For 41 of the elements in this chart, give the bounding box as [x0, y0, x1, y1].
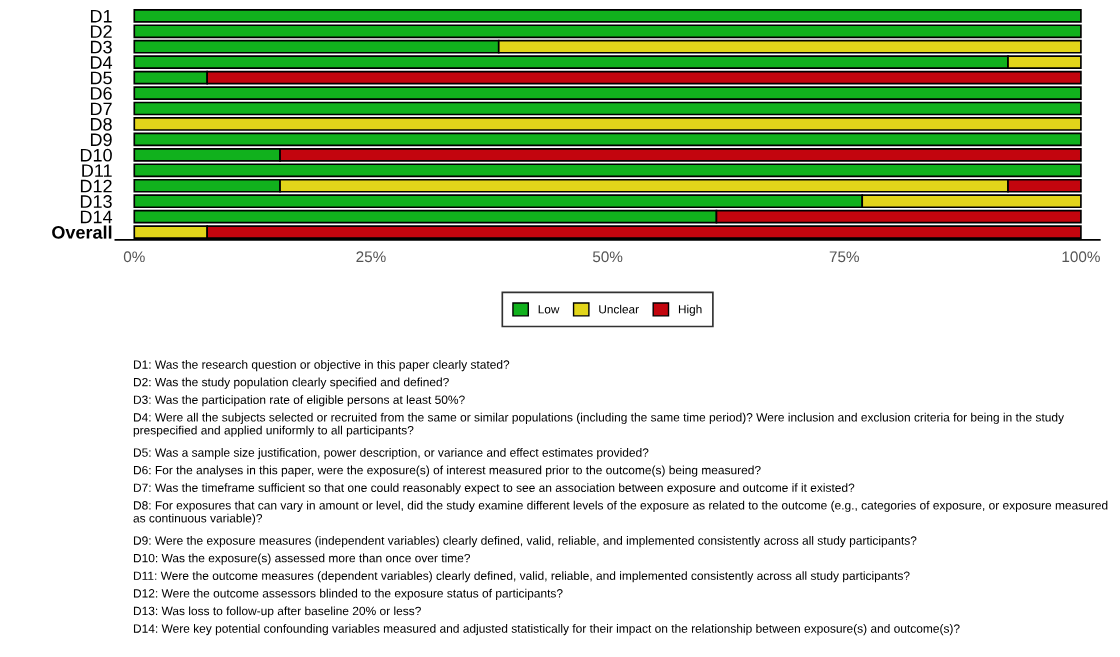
bar [133, 132, 1082, 147]
bar [133, 117, 1082, 131]
text: D2: Was the study population clearly specified and defined? [133, 377, 449, 389]
y-tick-label: D5 [90, 71, 112, 85]
text: D14: Were key potential confounding variables measured and adjusted statistically for their impact on the relationship between exposure(s) and outcome(s)? [133, 624, 960, 636]
text: D4: Were all the subjects selected or recruited from the same or similar populations (including the same time period)? Were inclusion and exclusion criteria for being in the study prespecified and applied uniformly to all participants? [133, 412, 1064, 437]
legend-label: High [678, 304, 702, 316]
y-tick-label: D10 [80, 148, 112, 162]
y-tick-label: D4 [90, 56, 113, 69]
x-tick-label: 0% [123, 251, 145, 263]
x-tick-label: 75% [829, 251, 859, 263]
y-tick-label: D14 [80, 210, 113, 224]
y-tick-label: Overall [52, 225, 112, 239]
y-tick-label: D11 [82, 164, 112, 177]
x-tick-label: 100% [1062, 251, 1100, 263]
text: D9: Were the exposure measures (independent variables) clearly defined, valid, reliable, and implemented consistently across all study participants? [133, 536, 917, 548]
text: D8: For exposures that can vary in amount or level, did the study examine different levels of the exposure as related to the outcome (e.g., categories of exposure, or exposure measured as continuous variable)? [133, 500, 1108, 525]
y-tick-label: D8 [90, 117, 112, 131]
text: D13: Was loss to follow-up after baseline 20% or less? [133, 606, 421, 618]
y-tick-label: D12 [80, 179, 112, 193]
text: D7: Was the timeframe sufficient so that one could reasonably expect to see an association between exposure and outcome if it existed? [133, 483, 855, 495]
text: D1: Was the research question or objective in this paper clearly stated? [133, 360, 510, 372]
legend-label: Unclear [599, 304, 639, 314]
text: D10: Was the exposure(s) assessed more than once over time? [133, 553, 471, 565]
text: D5: Was a sample size justification, power description, or variance and effect estimates provided? [133, 448, 649, 460]
legend-label: Low [538, 305, 560, 314]
bar [133, 101, 1082, 116]
y-tick-label: D3 [90, 40, 112, 54]
y-tick-label: D13 [80, 195, 112, 208]
y-tick-label: D2 [90, 25, 112, 38]
y-tick-label: D6 [90, 87, 112, 100]
text: D6: For the analyses in this paper, were the exposure(s) of interest measured prior to the outcome(s) being measured? [133, 465, 761, 477]
x-tick-label: 50% [592, 251, 623, 263]
y-tick-label: D9 [90, 133, 112, 147]
text: D3: Was the participation rate of eligible persons at least 50%? [133, 395, 465, 407]
y-tick-label: D7 [90, 102, 112, 116]
text: D12: Were the outcome assessors blinded to the exposure status of participants? [133, 588, 563, 600]
y-tick-label: D1 [90, 9, 112, 23]
bar [133, 86, 1082, 100]
text: D11: Were the outcome measures (dependent variables) clearly defined, valid, reliable, and implemented consistently across all study participants? [133, 571, 910, 583]
x-tick-label: 25% [356, 251, 386, 263]
